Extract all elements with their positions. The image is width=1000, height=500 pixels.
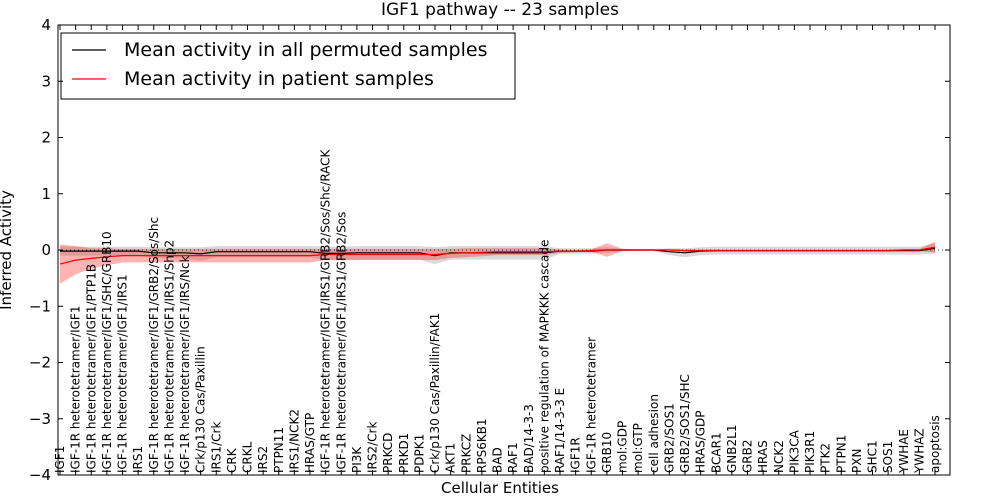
x-tick-label: YWHAZ (912, 428, 926, 474)
series-line-patient (59, 246, 936, 265)
y-tick-label: −4 (29, 466, 51, 484)
x-tick-label: PRKCZ (459, 434, 473, 473)
x-tick-label: BCAR1 (709, 432, 723, 473)
x-tick-label: NCK2 (772, 440, 786, 473)
x-tick-label: IGF-1R heterotetramer (584, 337, 598, 473)
x-tick-label: mol:GDP (616, 421, 630, 473)
x-tick-label: IRS1/NCK2 (287, 409, 301, 473)
y-axis-label: Inferred Activity (0, 190, 15, 310)
x-tick-label: RPS6KB1 (475, 418, 489, 473)
x-tick-label: PIK3R1 (803, 431, 817, 473)
x-tick-label: IRS2 (256, 446, 270, 473)
x-tick-label: HRAS (756, 440, 770, 473)
confidence-band-permuted (60, 243, 935, 265)
x-tick-label: PRKD1 (397, 433, 411, 473)
x-tick-label: GRB2/SOS1/SHC (678, 374, 692, 473)
x-tick-label: Crk/p130 Cas/Paxillin (194, 346, 208, 473)
y-tick-label: 0 (41, 241, 51, 259)
x-tick-label: IGF-1R heterotetramer/IGF1/SHC/GRB10 (100, 231, 114, 473)
x-tick-label: PRKCD (381, 433, 395, 473)
x-tick-label: IGF-1R heterotetramer/IGF1/PTP1B (84, 264, 98, 473)
x-tick-label: HRAS/GTP (303, 413, 317, 473)
x-tick-label: GRB10 (600, 432, 614, 473)
y-tick-label: 1 (41, 185, 51, 203)
y-tick-label: 3 (41, 72, 51, 90)
x-tick-label: Crk/p130 Cas/Paxillin/FAK1 (428, 313, 442, 473)
x-tick-label: IGF-1R heterotetramer/IGF1/IRS1/Shp2 (162, 240, 176, 473)
x-tick-label: GRB2 (741, 439, 755, 473)
x-tick-label: GRB2/SOS1 (662, 403, 676, 473)
x-tick-label: IGF-1R heterotetramer/IGF1/GRB2/Sos/Shc (147, 217, 161, 473)
x-tick-label: YWHAE (897, 429, 911, 474)
x-axis-label: Cellular Entities (441, 479, 559, 497)
x-tick-label: PTPN11 (272, 427, 286, 473)
x-tick-label: SHC1 (866, 440, 880, 473)
x-tick-label: PXN (850, 449, 864, 473)
x-tick-label: RAF1/14-3-3 E (553, 388, 567, 473)
y-tick-label: −1 (29, 297, 51, 315)
x-tick-label: IRS1/Crk (209, 422, 223, 473)
x-tick-label: IGF-1R heterotetramer/IGF1/IRS1/GRB2/Sos… (319, 148, 333, 473)
x-tick-label: apoptosis (928, 415, 942, 473)
x-tick-label: positive regulation of MAPKKK cascade (537, 240, 551, 473)
x-tick-label: RAF1 (506, 442, 520, 473)
legend-box (60, 32, 516, 100)
x-tick-label: IRS1 (131, 446, 145, 473)
y-tick-label: −2 (29, 354, 51, 372)
y-tick-label: 4 (41, 16, 51, 34)
x-tick-label: IGF-1R heterotetramer/IGF1/IRS1 (116, 274, 130, 473)
legend-label-permuted: Mean activity in all permuted samples (124, 39, 487, 61)
x-tick-label: IGF1R (569, 437, 583, 473)
x-tick-label: GNB2L1 (725, 425, 739, 473)
legend-label-patient: Mean activity in patient samples (124, 68, 434, 90)
x-tick-label: PDPK1 (412, 434, 426, 473)
x-tick-label: PTPN1 (834, 435, 848, 473)
x-tick-label: IRS2/Crk (366, 422, 380, 473)
x-tick-label: SOS1 (881, 441, 895, 473)
x-tick-label: BAD/14-3-3 (522, 404, 536, 473)
x-tick-label: mol:GTP (631, 423, 645, 473)
y-tick-label: 2 (41, 129, 51, 147)
plot-area (58, 241, 950, 284)
x-tick-label: PI3K (350, 446, 364, 473)
x-tick-label: CRKL (241, 441, 255, 473)
legend: Mean activity in all permuted samples Me… (60, 32, 516, 100)
x-tick-label: IGF-1R heterotetramer/IGF1 (69, 306, 83, 473)
x-tick-label: PTK2 (819, 443, 833, 473)
x-tick-label: AKT1 (444, 443, 458, 473)
x-tick-label: PIK3CA (787, 429, 801, 473)
x-tick-label: IGF1 (53, 446, 67, 473)
x-tick-label: IGF-1R heterotetramer/IGF1/IRS/Nck (178, 255, 192, 473)
chart-title: IGF1 pathway -- 23 samples (381, 0, 619, 20)
y-tick-label: −3 (29, 410, 51, 428)
x-tick-label: IGF-1R heterotetramer/IGF1/IRS1/GRB2/Sos (334, 212, 348, 473)
x-tick-label: HRAS/GDP (694, 410, 708, 473)
x-tick-label: cell adhesion (647, 394, 661, 473)
x-tick-label: CRK (225, 447, 239, 473)
x-tick-label: BAD (491, 447, 505, 473)
